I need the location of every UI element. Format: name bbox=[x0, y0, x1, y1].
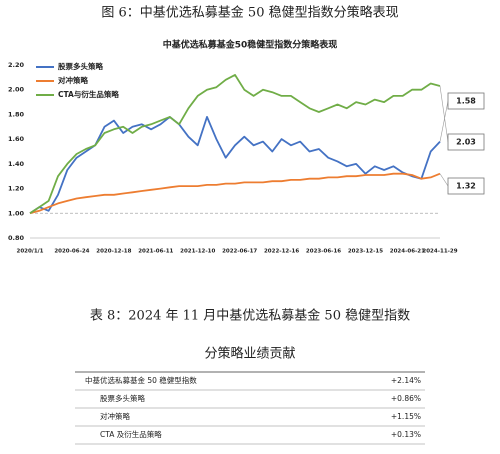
y-tick-label: 1.80 bbox=[8, 110, 25, 118]
value-label: 1.58 bbox=[456, 97, 476, 106]
x-tick-label: 2020-06-24 bbox=[54, 249, 89, 255]
chart-title: 中基优选私募基金50稳健型指数分策略表现 bbox=[163, 39, 338, 51]
x-tick-label: 2020-12-18 bbox=[96, 249, 131, 255]
value-label-box bbox=[447, 133, 485, 151]
label-connector bbox=[439, 173, 449, 187]
row-value: +0.86% bbox=[391, 394, 421, 403]
value-label-box bbox=[447, 177, 485, 195]
x-tick-label: 2021-12-10 bbox=[180, 249, 215, 255]
row-value: +2.14% bbox=[391, 376, 421, 385]
row-value: +1.15% bbox=[391, 412, 421, 421]
y-tick-label: 1.20 bbox=[8, 185, 25, 193]
row-label: CTA 及衍生品策略 bbox=[100, 429, 162, 439]
table-caption: 表 8：2024 年 11 月中基优选私募基金 50 稳健型指数 bbox=[90, 308, 410, 324]
x-tick-label: 2021-06-11 bbox=[138, 249, 173, 255]
row-label: 中基优选私募基金 50 稳健型指数 bbox=[85, 375, 197, 385]
table-caption: 分策略业绩贡献 bbox=[204, 346, 295, 362]
x-tick-label: 2023-12-15 bbox=[348, 249, 383, 255]
series-line bbox=[29, 116, 441, 215]
x-tick-label: 2024-11-29 bbox=[422, 249, 457, 255]
value-label: 1.32 bbox=[456, 182, 476, 191]
x-tick-label: 2022-06-17 bbox=[222, 249, 257, 255]
x-tick-label: 2022-12-16 bbox=[264, 249, 299, 255]
x-tick-label: 2020/1/1 bbox=[17, 249, 44, 255]
y-tick-label: 2.20 bbox=[8, 61, 25, 69]
legend-label: 股票多头策略 bbox=[58, 61, 103, 71]
label-connector bbox=[439, 100, 449, 142]
label-connector bbox=[439, 85, 449, 143]
x-tick-label: 2024-06-21 bbox=[390, 249, 425, 255]
row-value: +0.13% bbox=[391, 430, 421, 439]
figure-caption: 图 6：中基优选私募基金 50 稳健型指数分策略表现 bbox=[101, 5, 398, 21]
row-label: 股票多头策略 bbox=[100, 393, 145, 403]
y-tick-label: 1.40 bbox=[8, 160, 25, 168]
legend-label: 对冲策略 bbox=[58, 75, 88, 85]
y-tick-label: 1.00 bbox=[8, 209, 25, 217]
legend-label: CTA与衍生品策略 bbox=[58, 89, 119, 99]
y-tick-label: 0.80 bbox=[8, 234, 25, 242]
y-tick-label: 2.00 bbox=[8, 86, 25, 94]
row-label: 对冲策略 bbox=[100, 411, 130, 421]
y-tick-label: 1.60 bbox=[8, 135, 25, 143]
x-tick-label: 2023-06-16 bbox=[306, 249, 341, 255]
value-label: 2.03 bbox=[456, 138, 476, 147]
series-line bbox=[29, 74, 441, 215]
value-label-box bbox=[447, 92, 485, 110]
series-line bbox=[29, 172, 441, 215]
